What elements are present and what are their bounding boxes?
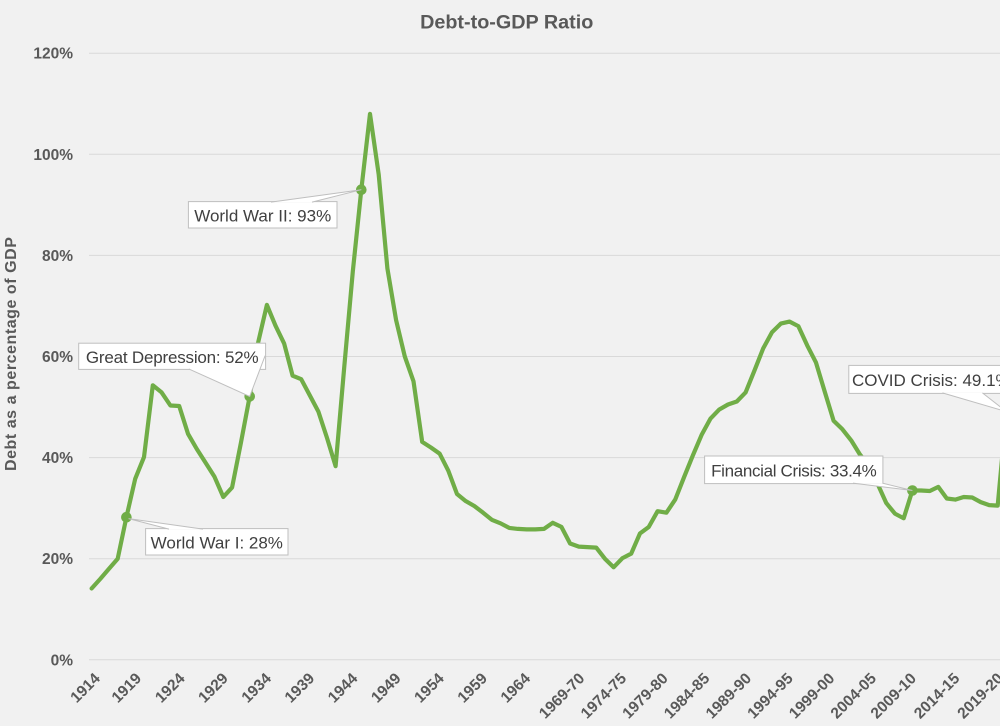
svg-text:80%: 80% [42,248,73,265]
svg-text:40%: 40% [42,450,73,467]
svg-text:60%: 60% [42,349,73,366]
svg-text:Debt-to-GDP Ratio: Debt-to-GDP Ratio [420,11,593,33]
svg-text:Debt as a percentage of GDP: Debt as a percentage of GDP [3,237,20,471]
svg-text:20%: 20% [42,551,73,568]
svg-text:World War II: 93%: World War II: 93% [194,206,331,225]
svg-text:0%: 0% [51,652,74,669]
svg-text:COVID Crisis: 49.1%: COVID Crisis: 49.1% [852,371,1000,390]
svg-text:120%: 120% [33,46,73,63]
svg-text:100%: 100% [33,147,73,164]
svg-text:Great Depression: 52%: Great Depression: 52% [86,348,259,367]
svg-text:Financial Crisis: 33.4%: Financial Crisis: 33.4% [711,461,877,480]
svg-text:World War I: 28%: World War I: 28% [151,533,283,552]
